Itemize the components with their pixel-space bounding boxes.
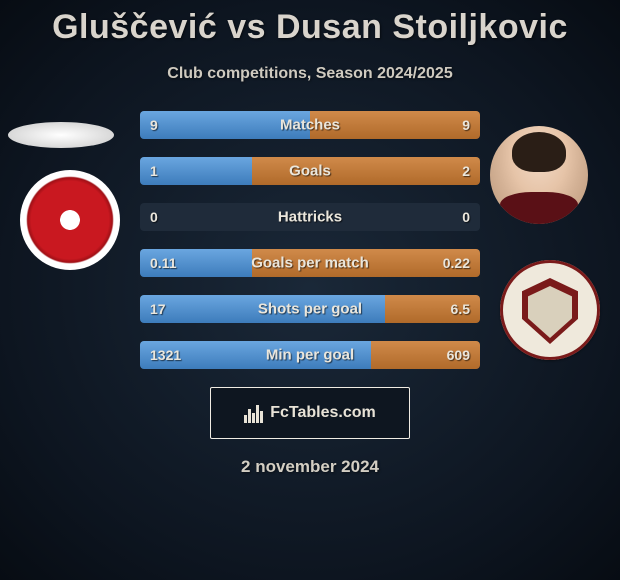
stat-value-right: 2 bbox=[462, 163, 470, 179]
stat-value-left: 0 bbox=[150, 209, 158, 225]
chart-icon bbox=[244, 403, 264, 423]
stat-label: Matches bbox=[280, 117, 340, 134]
season-subtitle: Club competitions, Season 2024/2025 bbox=[0, 65, 620, 83]
snapshot-date: 2 november 2024 bbox=[0, 457, 620, 477]
stat-row: 0 0 Hattricks bbox=[140, 203, 480, 231]
stat-label: Goals per match bbox=[251, 255, 369, 272]
branding-text: FcTables.com bbox=[270, 404, 376, 422]
stat-value-right: 0.22 bbox=[443, 255, 470, 271]
stat-label: Hattricks bbox=[278, 209, 342, 226]
stat-row: 0.11 0.22 Goals per match bbox=[140, 249, 480, 277]
stat-value-left: 0.11 bbox=[150, 255, 176, 271]
player-left-avatar bbox=[8, 122, 114, 148]
stat-row: 9 9 Matches bbox=[140, 111, 480, 139]
stat-label: Min per goal bbox=[266, 347, 354, 364]
stat-value-right: 609 bbox=[447, 347, 470, 363]
stat-value-right: 6.5 bbox=[451, 301, 470, 317]
stat-label: Goals bbox=[289, 163, 331, 180]
player-left-club-crest bbox=[20, 170, 120, 270]
player-right-club-crest bbox=[500, 260, 600, 360]
stats-comparison: 9 9 Matches 1 2 Goals 0 0 Hattricks 0.11 0.22 Goals… bbox=[140, 111, 480, 369]
stat-row: 1 2 Goals bbox=[140, 157, 480, 185]
stat-value-left: 17 bbox=[150, 301, 166, 317]
branding-box: FcTables.com bbox=[210, 387, 410, 439]
stat-bar-right bbox=[252, 157, 480, 185]
stat-value-left: 1 bbox=[150, 163, 158, 179]
player-right-avatar bbox=[490, 126, 588, 224]
stat-row: 17 6.5 Shots per goal bbox=[140, 295, 480, 323]
stat-value-right: 9 bbox=[462, 117, 470, 133]
stat-label: Shots per goal bbox=[258, 301, 362, 318]
page-title: Gluščević vs Dusan Stoiljkovic bbox=[0, 0, 620, 47]
stat-value-left: 9 bbox=[150, 117, 158, 133]
stat-row: 1321 609 Min per goal bbox=[140, 341, 480, 369]
stat-value-right: 0 bbox=[462, 209, 470, 225]
stat-value-left: 1321 bbox=[150, 347, 181, 363]
